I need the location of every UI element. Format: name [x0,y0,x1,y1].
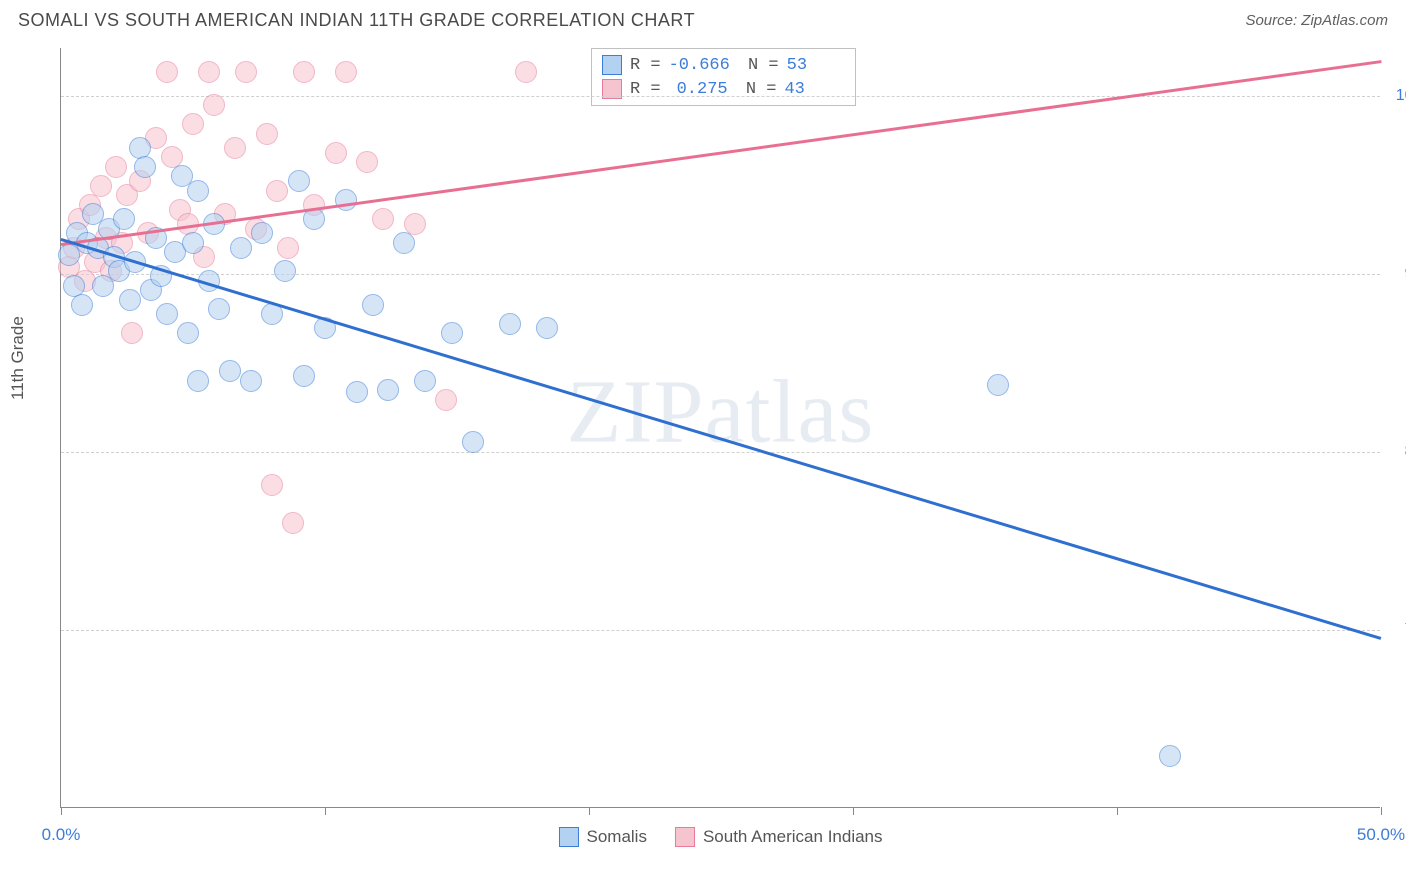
point-pink [261,474,283,496]
point-pink [356,151,378,173]
gridline [61,452,1380,453]
point-pink [515,61,537,83]
chart-title: SOMALI VS SOUTH AMERICAN INDIAN 11TH GRA… [18,10,695,31]
point-blue [182,232,204,254]
trendline-blue [61,238,1382,639]
point-pink [282,512,304,534]
point-blue [393,232,415,254]
point-blue [71,294,93,316]
point-pink [90,175,112,197]
point-pink [105,156,127,178]
source-label: Source: ZipAtlas.com [1245,12,1388,29]
stats-box: R = -0.666 N = 53 R = 0.275 N = 43 [591,48,856,106]
point-pink [235,61,257,83]
point-blue [414,370,436,392]
point-pink [266,180,288,202]
stat-r-blue: -0.666 [669,56,730,75]
point-pink [224,137,246,159]
legend-item-blue: Somalis [558,827,646,847]
point-blue [208,298,230,320]
swatch-blue [602,55,622,75]
point-blue [288,170,310,192]
point-blue [536,317,558,339]
point-blue [377,379,399,401]
point-blue [219,360,241,382]
point-blue [119,289,141,311]
stats-row-pink: R = 0.275 N = 43 [602,77,845,101]
scatter-chart: ZIPatlas R = -0.666 N = 53 R = 0.275 N =… [60,48,1380,808]
swatch-pink [675,827,695,847]
point-blue [113,208,135,230]
watermark: ZIPatlas [567,361,875,464]
point-blue [134,156,156,178]
point-blue [499,313,521,335]
point-blue [441,322,463,344]
gridline [61,274,1380,275]
point-blue [251,222,273,244]
point-pink [203,94,225,116]
point-pink [293,61,315,83]
x-tick-label: 0.0% [42,825,81,845]
x-tick [61,807,62,815]
point-blue [335,189,357,211]
point-pink [182,113,204,135]
point-blue [274,260,296,282]
legend: Somalis South American Indians [558,827,882,847]
point-pink [256,123,278,145]
point-blue [187,180,209,202]
point-blue [346,381,368,403]
point-blue [240,370,262,392]
point-blue [187,370,209,392]
x-tick [1381,807,1382,815]
point-blue [293,365,315,387]
point-blue [362,294,384,316]
point-pink [277,237,299,259]
legend-label-pink: South American Indians [703,827,883,847]
legend-item-pink: South American Indians [675,827,883,847]
point-pink [325,142,347,164]
legend-label-blue: Somalis [586,827,646,847]
point-pink [372,208,394,230]
x-tick [589,807,590,815]
point-pink [335,61,357,83]
x-tick [853,807,854,815]
point-blue [462,431,484,453]
point-blue [177,322,199,344]
x-tick [1117,807,1118,815]
point-pink [198,61,220,83]
y-axis-label: 11th Grade [8,316,28,400]
point-blue [230,237,252,259]
x-tick [325,807,326,815]
y-tick-label: 100.0% [1396,87,1406,105]
swatch-blue [558,827,578,847]
gridline [61,630,1380,631]
x-tick-label: 50.0% [1357,825,1405,845]
gridline [61,96,1380,97]
point-pink [121,322,143,344]
point-blue [1159,745,1181,767]
point-pink [435,389,457,411]
stats-row-blue: R = -0.666 N = 53 [602,53,845,77]
stat-n-blue: 53 [787,56,845,75]
point-blue [156,303,178,325]
point-blue [987,374,1009,396]
point-pink [156,61,178,83]
